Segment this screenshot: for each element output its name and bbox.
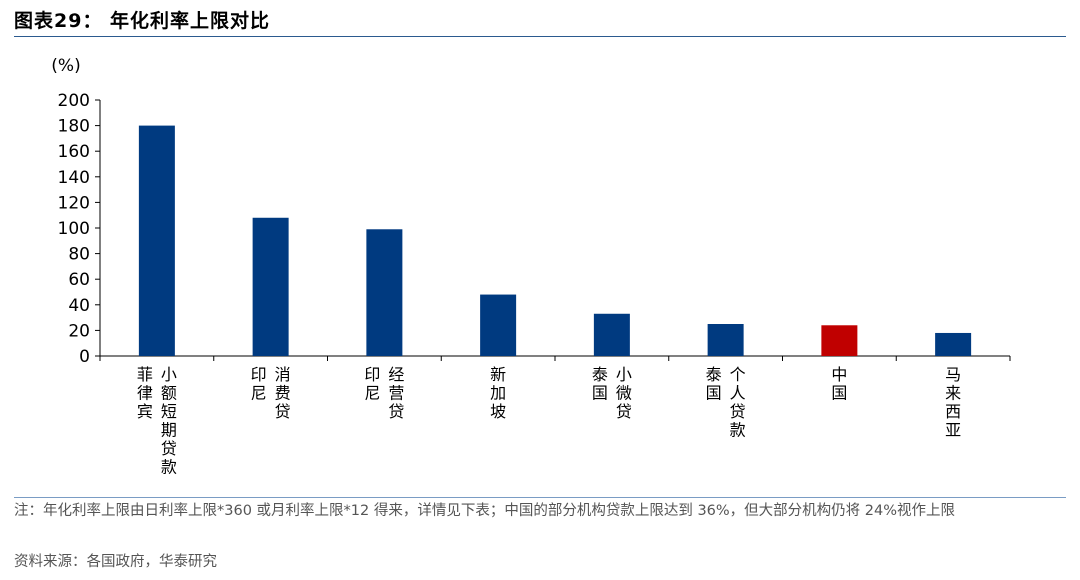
- x-category-label-char: 国: [592, 384, 608, 403]
- x-category-label-char: 泰: [706, 365, 722, 384]
- y-tick-label: 20: [68, 321, 90, 341]
- x-category-label-char: 人: [730, 384, 746, 403]
- x-category-label-char: 亚: [945, 421, 961, 440]
- y-tick-label: 120: [58, 193, 90, 213]
- x-category-label-char: 泰: [592, 365, 608, 384]
- x-category-label-char: 小: [616, 365, 632, 384]
- x-category-label-char: 个: [730, 365, 746, 384]
- x-category-label-char: 菲: [137, 365, 153, 384]
- x-category-label-char: 经: [388, 365, 404, 384]
- x-category-label-char: 费: [275, 384, 291, 403]
- x-category-label-char: 来: [945, 384, 961, 403]
- x-category-label-char: 小: [161, 365, 177, 384]
- x-category-label-char: 尼: [251, 384, 267, 403]
- chart-axes: 0 20 40 60 80 100 120 140 160 180 200 (%): [51, 56, 1011, 367]
- x-category-label-char: 额: [161, 384, 177, 403]
- x-category-label-char: 加: [490, 384, 506, 403]
- x-category-label-char: 国: [831, 384, 847, 403]
- y-tick-label: 80: [68, 245, 90, 265]
- x-category-label-char: 律: [137, 384, 153, 403]
- bar: [252, 217, 289, 356]
- bar: [707, 324, 744, 356]
- bar: [480, 294, 517, 356]
- chart-bars: [138, 125, 972, 356]
- x-category-label-char: 西: [945, 402, 961, 421]
- x-category-label-char: 款: [161, 458, 177, 477]
- x-category-label-char: 微: [616, 384, 632, 403]
- bar: [821, 325, 858, 356]
- y-tick-label: 40: [68, 296, 90, 316]
- x-category-label-char: 印: [251, 365, 267, 384]
- title-divider: [14, 36, 1066, 37]
- y-tick-label: 200: [58, 91, 90, 111]
- bar: [138, 125, 175, 356]
- x-category-label-char: 尼: [364, 384, 380, 403]
- x-category-label-char: 坡: [490, 402, 506, 421]
- bar: [593, 313, 630, 356]
- x-category-label-char: 贷: [730, 402, 746, 421]
- x-category-label-char: 消: [275, 365, 291, 384]
- y-tick-label: 0: [79, 347, 90, 367]
- y-tick-label: 60: [68, 270, 90, 290]
- x-category-label-char: 新: [490, 365, 506, 384]
- x-category-label-char: 贷: [275, 402, 291, 421]
- x-category-label-char: 马: [945, 365, 961, 384]
- x-category-label-char: 中: [831, 365, 847, 384]
- source-note: 资料来源：各国政府，华泰研究: [14, 554, 217, 570]
- figure-header: 图表29： 年化利率上限对比: [14, 6, 270, 34]
- x-category-label-char: 宾: [137, 402, 153, 421]
- x-category-label-char: 印: [364, 365, 380, 384]
- x-category-label-char: 短: [161, 402, 177, 421]
- footnote: 注：年化利率上限由日利率上限*360 或月利率上限*12 得来，详情见下表；中国…: [14, 503, 956, 519]
- x-category-label-char: 款: [730, 421, 746, 440]
- y-axis-unit-label: (%): [51, 56, 80, 76]
- x-category-label-char: 国: [706, 384, 722, 403]
- x-category-label-char: 贷: [616, 402, 632, 421]
- x-category-label-char: 营: [388, 384, 404, 403]
- y-tick-label: 160: [58, 142, 90, 162]
- footer-divider: [14, 497, 1066, 498]
- x-category-label-char: 贷: [388, 402, 404, 421]
- bar: [935, 332, 972, 356]
- bar: [366, 229, 403, 356]
- figure-title: 图表29： 年化利率上限对比: [14, 10, 271, 32]
- x-category-label-char: 贷: [161, 439, 177, 458]
- y-tick-label: 100: [58, 219, 90, 239]
- y-tick-label: 180: [58, 117, 90, 137]
- y-tick-label: 140: [58, 168, 90, 188]
- x-category-label-char: 期: [161, 421, 177, 440]
